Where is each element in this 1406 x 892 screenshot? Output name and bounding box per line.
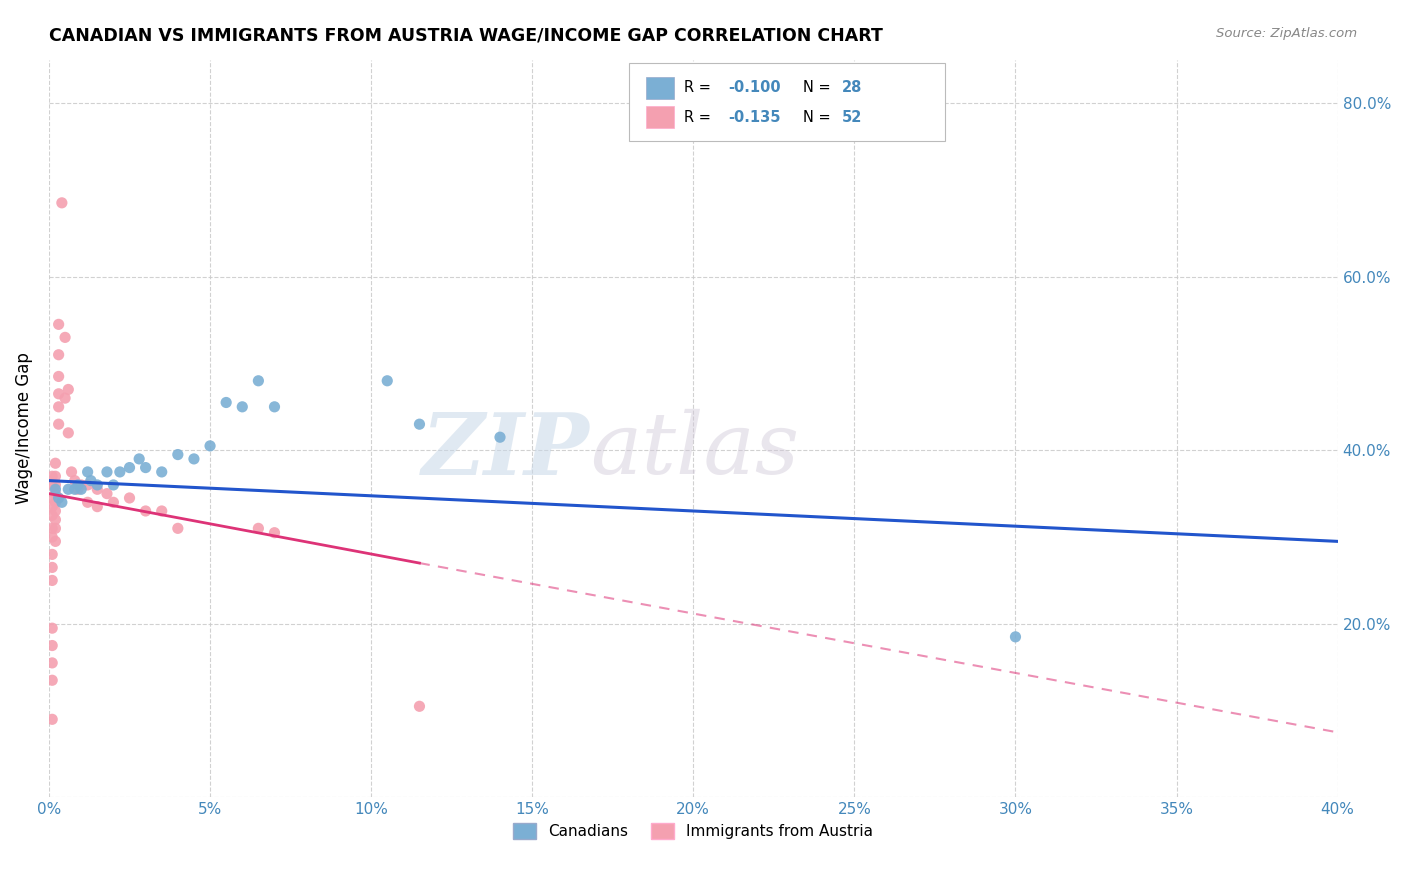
Point bbox=[41, 639, 63, 653]
FancyBboxPatch shape bbox=[628, 63, 945, 141]
Text: R =: R = bbox=[685, 110, 716, 125]
Point bbox=[48, 348, 70, 362]
Point bbox=[44, 495, 66, 509]
Point bbox=[489, 430, 512, 444]
Text: atlas: atlas bbox=[591, 409, 800, 492]
Point bbox=[215, 395, 238, 409]
Point bbox=[118, 460, 141, 475]
Text: CANADIAN VS IMMIGRANTS FROM AUSTRIA WAGE/INCOME GAP CORRELATION CHART: CANADIAN VS IMMIGRANTS FROM AUSTRIA WAGE… bbox=[49, 27, 883, 45]
Point bbox=[80, 474, 103, 488]
Point bbox=[41, 548, 63, 562]
Point bbox=[150, 465, 173, 479]
Point bbox=[41, 491, 63, 505]
Point bbox=[70, 483, 93, 497]
Point bbox=[103, 495, 125, 509]
Point bbox=[96, 486, 118, 500]
Point bbox=[48, 417, 70, 432]
Point bbox=[66, 478, 89, 492]
Point bbox=[51, 195, 73, 210]
Text: 52: 52 bbox=[842, 110, 862, 125]
Point bbox=[41, 621, 63, 635]
Point bbox=[108, 465, 131, 479]
Point bbox=[135, 504, 157, 518]
Point bbox=[263, 525, 285, 540]
Y-axis label: Wage/Income Gap: Wage/Income Gap bbox=[15, 352, 32, 505]
Point bbox=[41, 530, 63, 544]
Point bbox=[408, 699, 430, 714]
Point bbox=[60, 465, 83, 479]
Point bbox=[231, 400, 253, 414]
Point bbox=[1004, 630, 1026, 644]
Text: 28: 28 bbox=[842, 80, 862, 95]
FancyBboxPatch shape bbox=[645, 106, 673, 128]
Point bbox=[166, 521, 188, 535]
Point bbox=[96, 465, 118, 479]
Legend: Canadians, Immigrants from Austria: Canadians, Immigrants from Austria bbox=[508, 817, 880, 845]
Point bbox=[44, 478, 66, 492]
Point bbox=[247, 521, 270, 535]
Text: ZIP: ZIP bbox=[422, 409, 591, 492]
Point bbox=[44, 469, 66, 483]
Point bbox=[76, 478, 98, 492]
Point bbox=[198, 439, 221, 453]
Point bbox=[76, 465, 98, 479]
Point bbox=[48, 369, 70, 384]
Point bbox=[118, 491, 141, 505]
Point bbox=[53, 391, 76, 405]
FancyBboxPatch shape bbox=[645, 77, 673, 99]
Point bbox=[63, 474, 86, 488]
Point bbox=[53, 330, 76, 344]
Point bbox=[41, 469, 63, 483]
Point bbox=[41, 508, 63, 523]
Point bbox=[58, 383, 80, 397]
Point bbox=[247, 374, 270, 388]
Point bbox=[183, 451, 205, 466]
Point bbox=[41, 712, 63, 726]
Text: -0.135: -0.135 bbox=[728, 110, 780, 125]
Point bbox=[86, 478, 108, 492]
Text: N =: N = bbox=[803, 80, 835, 95]
Point bbox=[150, 504, 173, 518]
Point bbox=[44, 534, 66, 549]
Point bbox=[41, 656, 63, 670]
Point bbox=[263, 400, 285, 414]
Point bbox=[48, 400, 70, 414]
Point bbox=[63, 483, 86, 497]
Point bbox=[166, 448, 188, 462]
Point bbox=[48, 491, 70, 505]
Point bbox=[44, 504, 66, 518]
Point bbox=[41, 521, 63, 535]
Point bbox=[135, 460, 157, 475]
Point bbox=[58, 425, 80, 440]
Point bbox=[44, 521, 66, 535]
Text: -0.100: -0.100 bbox=[728, 80, 780, 95]
Point bbox=[41, 500, 63, 514]
Point bbox=[41, 560, 63, 574]
Point bbox=[48, 318, 70, 332]
Text: N =: N = bbox=[803, 110, 835, 125]
Point bbox=[66, 483, 89, 497]
Point bbox=[76, 495, 98, 509]
Point bbox=[86, 483, 108, 497]
Point bbox=[375, 374, 398, 388]
Point bbox=[41, 673, 63, 688]
Text: R =: R = bbox=[685, 80, 716, 95]
Point bbox=[86, 500, 108, 514]
Text: Source: ZipAtlas.com: Source: ZipAtlas.com bbox=[1216, 27, 1357, 40]
Point bbox=[103, 478, 125, 492]
Point bbox=[44, 456, 66, 470]
Point bbox=[41, 574, 63, 588]
Point bbox=[70, 478, 93, 492]
Point bbox=[41, 478, 63, 492]
Point bbox=[44, 483, 66, 497]
Point bbox=[128, 451, 150, 466]
Point bbox=[408, 417, 430, 432]
Point bbox=[44, 486, 66, 500]
Point bbox=[48, 386, 70, 401]
Point bbox=[44, 513, 66, 527]
Point bbox=[51, 495, 73, 509]
Point bbox=[58, 483, 80, 497]
